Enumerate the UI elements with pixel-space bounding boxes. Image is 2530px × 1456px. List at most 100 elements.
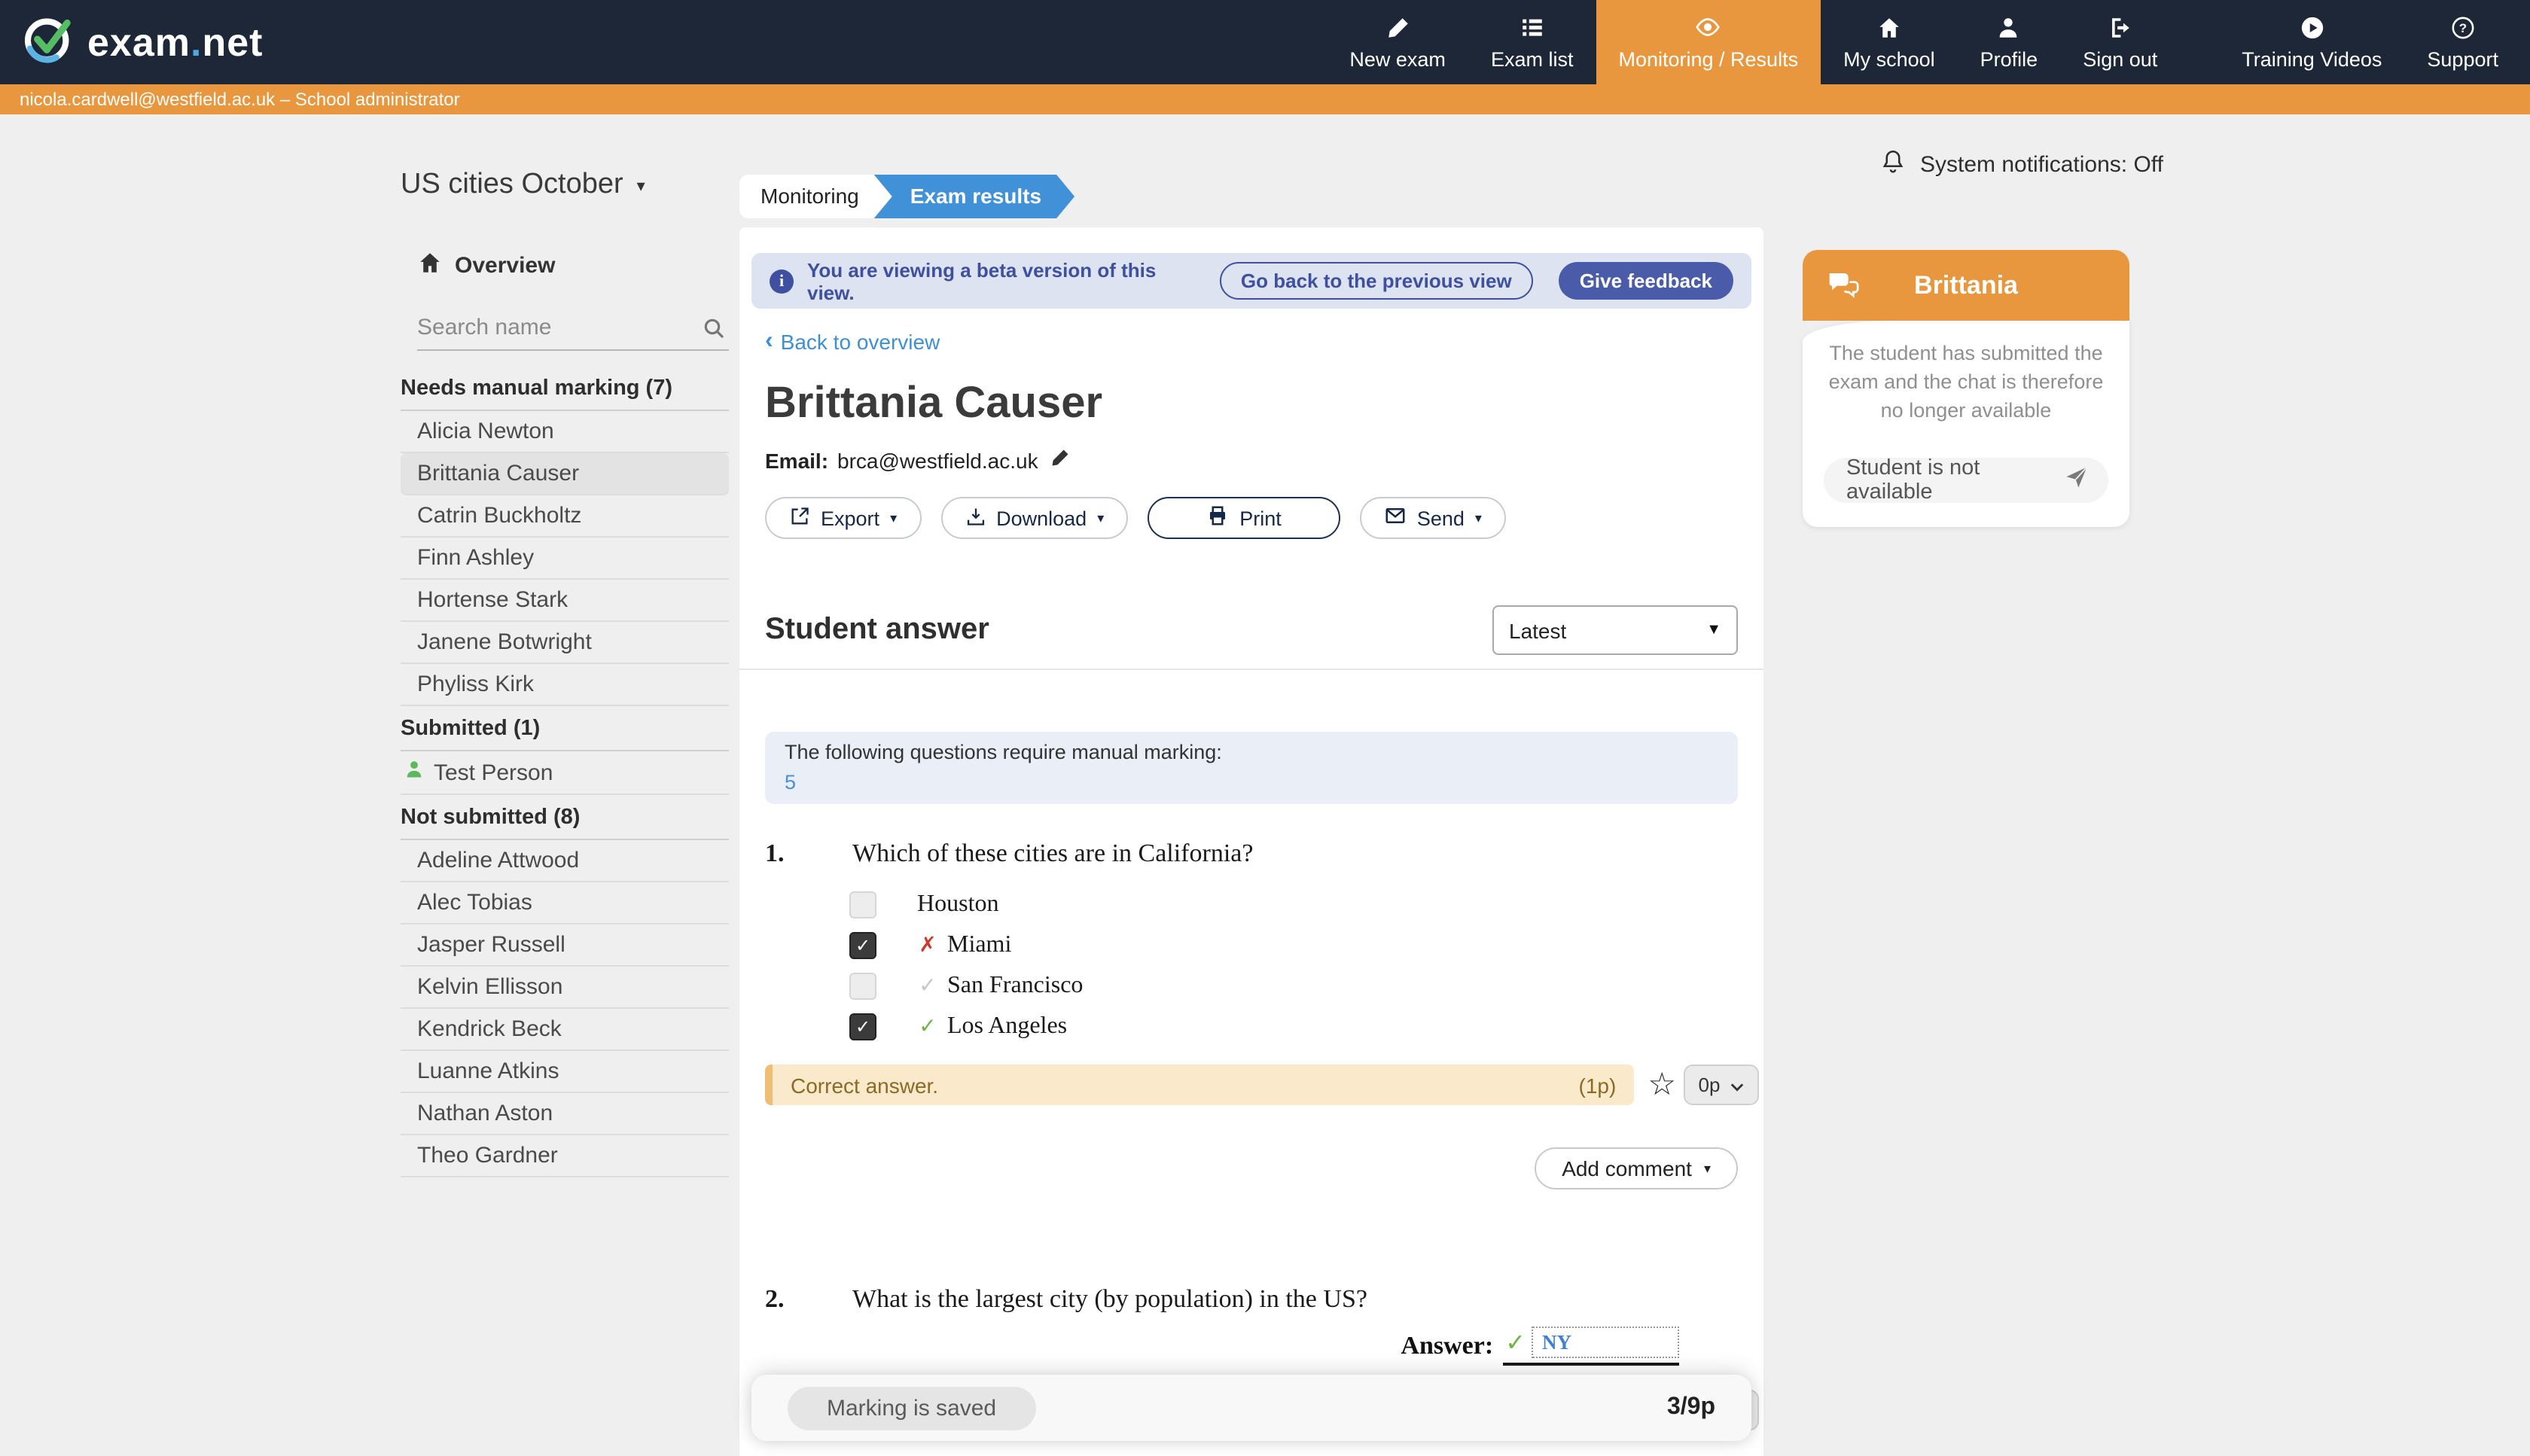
wrong-answer-icon: ✗ <box>919 933 937 957</box>
max-points: (1p) <box>1578 1073 1617 1097</box>
printer-icon <box>1206 504 1229 532</box>
admin-identity-bar: nicola.cardwell@westfield.ac.uk – School… <box>0 84 2530 114</box>
list-item-student-selected[interactable]: Brittania Causer <box>401 453 729 495</box>
feedback-bar: Correct answer. (1p) <box>765 1065 1635 1105</box>
sign-out-icon <box>2108 14 2133 40</box>
answer-version-select[interactable]: Latest ▼ <box>1492 605 1738 655</box>
search-input[interactable] <box>417 310 729 351</box>
missed-answer-icon: ✓ <box>919 973 937 998</box>
question-1-comment-row: Add comment ▾ <box>765 1147 1738 1189</box>
chevron-down-icon: ▾ <box>636 177 645 195</box>
view-tabs: Monitoring Exam results <box>739 175 1074 218</box>
checkbox-checked[interactable]: ✓ <box>849 1013 876 1040</box>
email-value: brca@westfield.ac.uk <box>837 448 1038 472</box>
bell-icon <box>1879 148 1907 181</box>
list-icon <box>1520 14 1545 40</box>
list-item-student[interactable]: Luanne Atkins <box>401 1051 729 1093</box>
section-submitted: Submitted (1) <box>401 706 729 751</box>
correct-answer-icon: ✓ <box>1505 1328 1526 1357</box>
back-to-overview-link[interactable]: ‹ Back to overview <box>765 328 940 354</box>
list-item-student[interactable]: Kelvin Ellisson <box>401 967 729 1009</box>
star-icon[interactable]: ☆ <box>1648 1066 1676 1102</box>
list-item-student[interactable]: Finn Ashley <box>401 538 729 580</box>
student-list: Needs manual marking (7) Alicia Newton B… <box>401 366 729 1177</box>
option-row: ✓ San Francisco <box>849 971 1738 1000</box>
question-text: Which of these cities are in California? <box>852 839 1254 867</box>
sidebar-item-overview[interactable]: Overview <box>417 250 729 282</box>
brand-text: exam.net <box>87 19 264 64</box>
question-number: 2. <box>765 1284 785 1313</box>
nav-training-videos[interactable]: Training Videos <box>2219 0 2404 84</box>
previous-view-button[interactable]: Go back to the previous view <box>1219 262 1533 300</box>
list-item-student[interactable]: Jasper Russell <box>401 924 729 967</box>
chevron-down-icon: ▾ <box>1097 510 1105 525</box>
manual-marking-question-link[interactable]: 5 <box>785 771 797 793</box>
correct-answer-icon: ✓ <box>919 1014 937 1038</box>
list-item-student-test[interactable]: Test Person <box>401 751 729 795</box>
student-search <box>417 310 729 351</box>
question-text: What is the largest city (by population)… <box>852 1284 1367 1313</box>
question-2: 2. What is the largest city (by populati… <box>765 1284 1738 1314</box>
nav-support[interactable]: ? Support <box>2404 0 2521 84</box>
list-item-student[interactable]: Nathan Aston <box>401 1093 729 1135</box>
list-item-student[interactable]: Janene Botwright <box>401 622 729 664</box>
divider <box>739 669 1763 670</box>
system-notifications-toggle[interactable]: System notifications: Off <box>1879 148 2163 181</box>
question-circle-icon: ? <box>2450 14 2476 40</box>
checkbox-unchecked[interactable] <box>849 972 876 999</box>
question-1-marking-row: Correct answer. (1p) ☆ 0p <box>765 1065 1759 1105</box>
option-row: ✓ ✗ Miami <box>849 931 1738 959</box>
checkbox-unchecked[interactable] <box>849 891 876 918</box>
student-email-row: Email: brca@westfield.ac.uk <box>765 447 1738 473</box>
download-button[interactable]: Download ▾ <box>940 497 1129 539</box>
beta-banner: i You are viewing a beta version of this… <box>751 253 1751 309</box>
list-item-student[interactable]: Adeline Attwood <box>401 840 729 882</box>
nav-monitoring-results[interactable]: Monitoring / Results <box>1596 0 1821 84</box>
list-item-student[interactable]: Alec Tobias <box>401 882 729 924</box>
nav-new-exam[interactable]: New exam <box>1327 0 1468 84</box>
home-icon <box>417 250 443 282</box>
email-label: Email: <box>765 448 829 472</box>
list-item-student[interactable]: Hortense Stark <box>401 580 729 622</box>
list-item-student[interactable]: Catrin Buckholtz <box>401 495 729 538</box>
tab-exam-results[interactable]: Exam results <box>874 175 1074 218</box>
list-item-student[interactable]: Theo Gardner <box>401 1135 729 1177</box>
nav-profile[interactable]: Profile <box>1958 0 2061 84</box>
nav-my-school[interactable]: My school <box>1821 0 1958 84</box>
score-dropdown[interactable]: 0p <box>1684 1065 1759 1105</box>
chevron-down-icon <box>1730 1074 1744 1096</box>
total-points: 3/9p <box>1666 1394 1715 1420</box>
add-comment-button[interactable]: Add comment ▾ <box>1535 1147 1738 1189</box>
tab-monitoring[interactable]: Monitoring <box>739 175 892 218</box>
chat-bubbles-icon <box>1827 270 1860 307</box>
answer-line: ✓ NY <box>1502 1327 1679 1366</box>
edit-pencil-icon[interactable] <box>1047 447 1071 473</box>
exam-title-dropdown[interactable]: US cities October ▾ <box>401 169 645 200</box>
svg-text:?: ? <box>2458 20 2466 35</box>
export-button[interactable]: Export ▾ <box>765 497 922 539</box>
send-button[interactable]: Send ▾ <box>1359 497 1506 539</box>
top-navbar: exam.net New exam Exam list Monitoring /… <box>0 0 2530 84</box>
navbar-menu: New exam Exam list Monitoring / Results … <box>1327 0 2530 84</box>
chat-header: Brittania <box>1803 250 2129 321</box>
give-feedback-button[interactable]: Give feedback <box>1558 262 1733 300</box>
student-name-heading: Brittania Causer <box>765 379 1103 428</box>
student-answer-title: Student answer <box>765 613 989 646</box>
question-1: 1. Which of these cities are in Californ… <box>765 839 1738 1040</box>
chevron-down-icon: ▾ <box>890 510 898 525</box>
info-icon: i <box>770 269 794 293</box>
person-icon <box>1996 14 2022 40</box>
list-item-student[interactable]: Alicia Newton <box>401 411 729 453</box>
list-item-student[interactable]: Phyliss Kirk <box>401 664 729 706</box>
green-person-icon <box>404 759 425 786</box>
nav-exam-list[interactable]: Exam list <box>1468 0 1596 84</box>
nav-sign-out[interactable]: Sign out <box>2060 0 2180 84</box>
play-circle-icon <box>2299 14 2324 40</box>
print-button[interactable]: Print <box>1148 497 1340 539</box>
examnet-logo[interactable]: exam.net <box>21 11 263 73</box>
checkbox-checked[interactable]: ✓ <box>849 931 876 958</box>
exam-results-panel: i You are viewing a beta version of this… <box>739 227 1763 1456</box>
list-item-student[interactable]: Kendrick Beck <box>401 1009 729 1051</box>
download-icon <box>965 505 986 531</box>
